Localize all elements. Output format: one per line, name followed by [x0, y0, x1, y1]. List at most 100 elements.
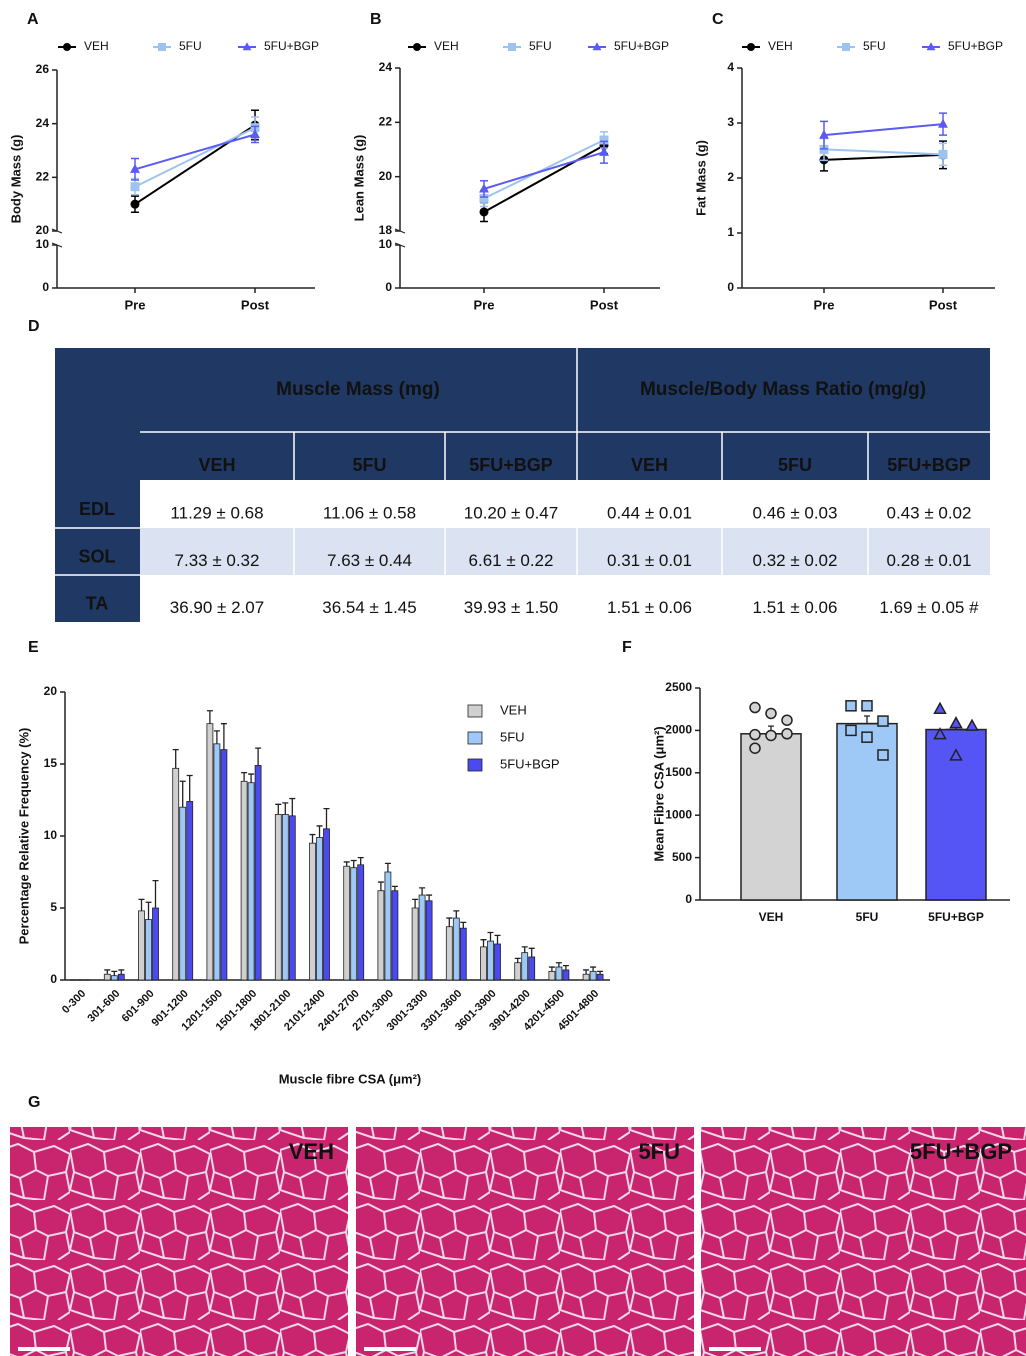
legend-label: 5FU	[529, 39, 552, 53]
marker	[781, 728, 793, 740]
micrograph	[701, 1127, 1026, 1356]
y-tick-label: 22	[379, 115, 393, 129]
table-column-header: VEH	[631, 455, 668, 475]
series-line	[823, 153, 944, 161]
legend-swatch	[467, 731, 483, 745]
table-cell: 0.31 ± 0.01	[607, 551, 692, 570]
marker	[819, 129, 829, 139]
table-cell: 7.63 ± 0.44	[327, 551, 412, 570]
legend-swatch	[467, 758, 483, 772]
error-bar	[583, 969, 590, 975]
error-bar	[343, 861, 350, 867]
marker	[877, 749, 889, 761]
table-cell: 11.29 ± 0.68	[170, 503, 263, 522]
x-tick-label: Pre	[814, 297, 835, 312]
y-tick-label: 1500	[665, 765, 692, 779]
image-label: 5FU	[638, 1139, 680, 1164]
micrograph	[356, 1127, 694, 1356]
y-tick-label: 20	[379, 169, 393, 183]
series-line	[483, 144, 605, 213]
y-tick-label: 24	[379, 60, 393, 74]
y-tick-label: 2000	[665, 723, 692, 737]
error-bar	[145, 901, 152, 920]
table-cell: 6.61 ± 0.22	[469, 551, 554, 570]
error-bar	[104, 969, 111, 975]
table-cell: 1.51 ± 0.06	[607, 598, 692, 617]
bar	[596, 973, 604, 981]
table-group-header: Muscle/Body Mass Ratio (mg/g)	[640, 379, 926, 400]
y-axis-title: Mean Fibre CSA (μm²)	[651, 726, 666, 861]
bar	[138, 910, 145, 981]
bar	[740, 733, 802, 901]
bar	[309, 842, 316, 981]
error-bar	[172, 748, 179, 769]
marker	[599, 135, 609, 145]
panel-label: A	[27, 11, 39, 28]
error-bar	[597, 970, 604, 975]
legend-label: 5FU	[500, 729, 525, 744]
marker	[130, 163, 140, 173]
bar	[145, 919, 152, 981]
error-bar	[186, 774, 193, 802]
error-bar	[282, 802, 289, 815]
marker	[749, 742, 761, 754]
table-row-label: TA	[86, 593, 109, 613]
bar	[350, 867, 358, 981]
x-tick-label: 5FU	[856, 910, 879, 924]
table-header	[55, 348, 990, 480]
error-bar	[111, 970, 118, 976]
y-tick-label: 0	[685, 892, 692, 906]
error-bar	[309, 833, 316, 844]
bar	[247, 782, 255, 981]
error-bar	[460, 921, 467, 929]
bar	[274, 814, 282, 981]
y-tick-label: 3	[727, 115, 734, 129]
error-bar	[528, 947, 535, 957]
y-tick-label: 26	[36, 62, 50, 76]
error-bar	[206, 710, 213, 724]
bar	[316, 837, 323, 981]
panel-label: G	[28, 1094, 40, 1111]
panel-label: D	[28, 318, 40, 335]
marker	[130, 199, 140, 209]
marker	[765, 729, 777, 742]
marker	[877, 715, 889, 727]
marker	[965, 718, 979, 731]
marker	[949, 716, 963, 729]
y-tick-label: 500	[672, 850, 692, 864]
y-tick-label: 15	[44, 756, 58, 770]
error-bar	[487, 931, 494, 942]
table-cell: 0.43 ± 0.02	[887, 503, 972, 522]
y-tick-label: 20	[44, 684, 58, 698]
table-cell: 11.06 ± 0.58	[323, 503, 416, 522]
marker	[861, 700, 873, 712]
bar	[357, 864, 365, 981]
table-row-label: EDL	[79, 499, 115, 519]
marker	[861, 731, 873, 743]
y-tick-label: 5	[50, 900, 57, 914]
error-bar	[248, 773, 255, 783]
y-tick-label: 0	[50, 972, 57, 986]
table-cell: 36.54 ± 1.45	[322, 598, 416, 617]
error-bar	[514, 957, 521, 963]
y-tick-label: 1	[727, 225, 734, 239]
x-tick-label: 301-600	[85, 988, 122, 1025]
bar	[548, 970, 556, 981]
bar	[110, 975, 118, 981]
x-tick-label: Post	[929, 297, 958, 312]
marker	[599, 146, 609, 156]
table-column-header: VEH	[198, 455, 235, 475]
error-bar	[323, 807, 330, 829]
legend-label: 5FU+BGP	[948, 39, 1003, 53]
bar	[117, 973, 125, 981]
marker	[242, 42, 252, 51]
panel-label: E	[28, 639, 39, 656]
error-bar	[384, 862, 391, 872]
table-cell: 1.51 ± 0.06	[753, 598, 838, 617]
y-tick-label: 20	[36, 223, 50, 237]
marker	[949, 748, 963, 761]
marker	[747, 43, 755, 51]
panel-label: C	[712, 11, 724, 28]
bar	[582, 973, 590, 981]
